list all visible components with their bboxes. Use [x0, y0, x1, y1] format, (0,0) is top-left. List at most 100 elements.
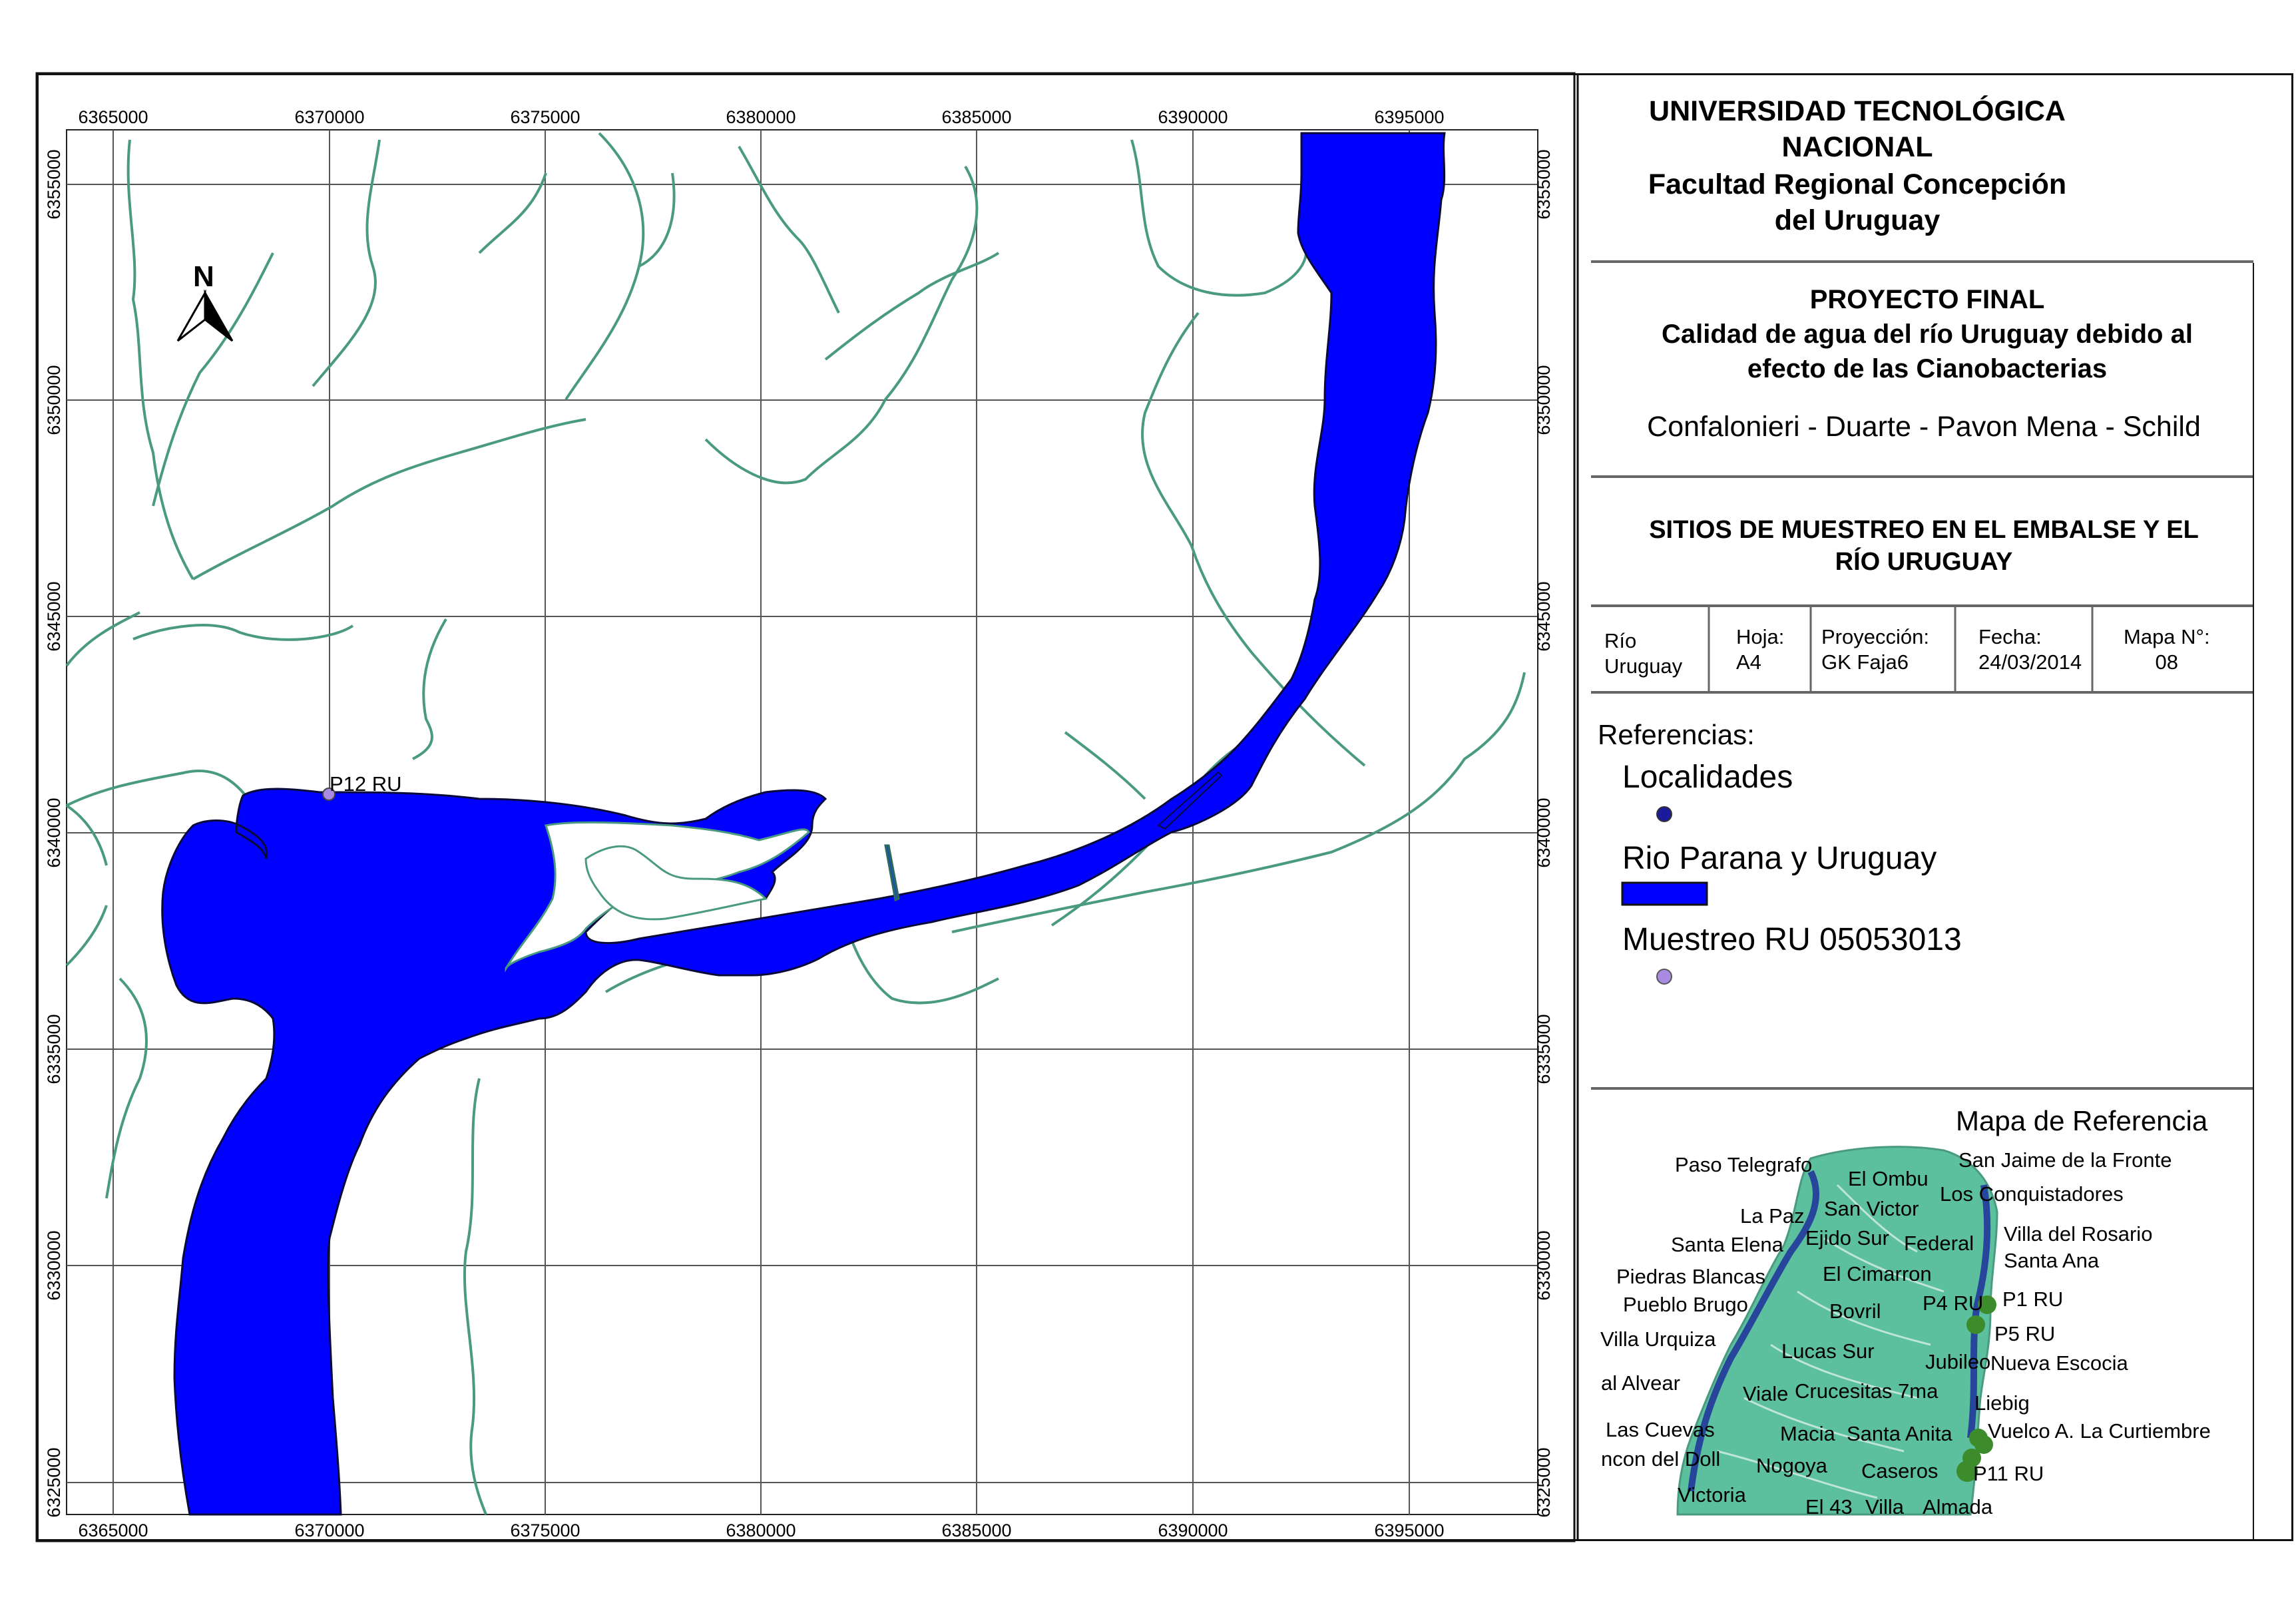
- reference-map-title: Mapa de Referencia: [1956, 1105, 2208, 1136]
- north-label: N: [193, 260, 214, 293]
- svg-text:Paso Telegrafo: Paso Telegrafo: [1675, 1153, 1812, 1176]
- svg-text:6330000: 6330000: [44, 1230, 64, 1300]
- map-panel-border: [35, 72, 1576, 1542]
- project-title: PROYECTO FINAL Calidad de agua del río U…: [1551, 282, 2296, 386]
- x-tick-labels-top: 6365000 6370000 6375000 6380000 6385000 …: [78, 107, 1444, 127]
- svg-text:Los Conquistadores: Los Conquistadores: [1940, 1182, 2124, 1206]
- svg-text:Federal: Federal: [1904, 1232, 1974, 1255]
- svg-text:Macia: Macia: [1780, 1422, 1835, 1445]
- svg-text:P1 RU: P1 RU: [2002, 1287, 2063, 1311]
- y-tick-labels-right: 6355000 6350000 6345000 6340000 6335000 …: [1534, 149, 1554, 1517]
- info-mapa: Mapa N°: 08: [2124, 624, 2210, 675]
- svg-text:Victoria: Victoria: [1678, 1483, 1747, 1507]
- svg-text:6380000: 6380000: [726, 107, 796, 127]
- svg-text:6385000: 6385000: [941, 1520, 1011, 1540]
- svg-text:Pueblo Brugo: Pueblo Brugo: [1623, 1293, 1748, 1316]
- svg-text:Santa Ana: Santa Ana: [2004, 1249, 2100, 1272]
- svg-text:6370000: 6370000: [294, 1520, 364, 1540]
- institution-line2: NACIONAL: [1781, 131, 1933, 163]
- creek-inlet: [884, 844, 900, 902]
- sample-point-p12-ru[interactable]: [322, 788, 336, 801]
- svg-text:El Cimarron: El Cimarron: [1823, 1262, 1932, 1285]
- faculty-line1: Facultad Regional Concepción: [1648, 168, 2067, 200]
- fecha-value: 24/03/2014: [1978, 650, 2082, 674]
- svg-text:P11 RU: P11 RU: [1973, 1462, 2044, 1485]
- faculty-line2: del Uruguay: [1774, 204, 1941, 236]
- legend-item-rivers: Rio Parana y Uruguay: [1622, 841, 1937, 876]
- legend-item-localidades: Localidades: [1622, 760, 1793, 795]
- info-region-line2: Uruguay: [1604, 654, 1683, 678]
- svg-text:Lucas Sur: Lucas Sur: [1781, 1339, 1875, 1363]
- map-data-frame: [66, 129, 1538, 1515]
- svg-text:6390000: 6390000: [1158, 1520, 1228, 1540]
- svg-text:Almada: Almada: [1923, 1495, 1993, 1518]
- svg-text:El 43: El 43: [1805, 1495, 1853, 1518]
- info-region-line1: Río: [1604, 629, 1637, 652]
- svg-text:Crucesitas 7ma: Crucesitas 7ma: [1795, 1379, 1939, 1403]
- streams: [65, 132, 1526, 1515]
- reservoir-arm-land: [584, 845, 768, 921]
- svg-text:6325000: 6325000: [44, 1447, 64, 1517]
- svg-text:6335000: 6335000: [1534, 1014, 1554, 1084]
- svg-text:6340000: 6340000: [1534, 798, 1554, 867]
- svg-text:6365000: 6365000: [78, 1520, 148, 1540]
- svg-text:San Victor: San Victor: [1824, 1197, 1919, 1220]
- svg-text:Viale: Viale: [1743, 1382, 1788, 1405]
- project-line1: PROYECTO FINAL: [1809, 285, 2045, 314]
- svg-text:Caseros: Caseros: [1861, 1459, 1938, 1483]
- svg-text:Santa Elena: Santa Elena: [1671, 1233, 1784, 1256]
- proj-value: GK Faja6: [1821, 650, 1909, 674]
- project-line2: Calidad de agua del río Uruguay debido a…: [1662, 320, 2193, 349]
- legend-heading: Referencias:: [1598, 719, 1755, 750]
- svg-text:6355000: 6355000: [44, 149, 64, 219]
- institution-line1: UNIVERSIDAD TECNOLÓGICA: [1649, 95, 2066, 127]
- river-channel-strip: [1157, 771, 1223, 830]
- title-block-lines: [1576, 73, 2254, 1541]
- svg-text:Las Cuevas: Las Cuevas: [1606, 1418, 1715, 1441]
- institution-title: UNIVERSIDAD TECNOLÓGICA NACIONAL: [1494, 93, 2220, 165]
- info-hoja: Hoja: A4: [1736, 624, 1784, 675]
- hoja-value: A4: [1736, 650, 1761, 674]
- north-arrow-icon: N: [176, 260, 234, 342]
- svg-text:al Alvear: al Alvear: [1601, 1371, 1680, 1395]
- svg-text:Nueva Escocia: Nueva Escocia: [1990, 1351, 2129, 1375]
- svg-text:6380000: 6380000: [726, 1520, 796, 1540]
- svg-text:Villa del Rosario: Villa del Rosario: [2004, 1222, 2152, 1246]
- info-fecha: Fecha: 24/03/2014: [1978, 624, 2082, 675]
- svg-text:6395000: 6395000: [1374, 107, 1444, 127]
- mapa-value: 08: [2155, 650, 2179, 674]
- svg-text:P4 RU: P4 RU: [1923, 1291, 1983, 1315]
- svg-text:6385000: 6385000: [941, 107, 1011, 127]
- svg-text:Santa Anita: Santa Anita: [1847, 1422, 1952, 1445]
- map-title-line1: SITIOS DE MUESTREO EN EL EMBALSE Y EL: [1649, 516, 2199, 544]
- svg-text:Ejido Sur: Ejido Sur: [1805, 1226, 1889, 1250]
- svg-text:Villa: Villa: [1865, 1495, 1905, 1518]
- svg-text:6345000: 6345000: [44, 581, 64, 651]
- legend-item-sample: Muestreo RU 05053013: [1622, 922, 1962, 957]
- svg-text:ncon del Doll: ncon del Doll: [1601, 1447, 1720, 1471]
- svg-text:6375000: 6375000: [510, 1520, 580, 1540]
- reference-map-labels: Paso Telegrafo San Jaime de la Fronte El…: [1600, 1148, 2211, 1518]
- svg-text:6365000: 6365000: [78, 107, 148, 127]
- svg-text:6370000: 6370000: [294, 107, 364, 127]
- svg-text:Jubileo: Jubileo: [1925, 1350, 1990, 1373]
- svg-text:6345000: 6345000: [1534, 581, 1554, 651]
- svg-text:Vuelco A. La Curtiembre: Vuelco A. La Curtiembre: [1988, 1419, 2211, 1443]
- project-line3: efecto de las Cianobacterias: [1747, 354, 2108, 383]
- info-proyeccion: Proyección: GK Faja6: [1821, 624, 1929, 675]
- legend-sample-symbol: [1656, 969, 1672, 985]
- sample-point-label: P12 RU: [330, 772, 402, 796]
- svg-text:6390000: 6390000: [1158, 107, 1228, 127]
- svg-text:P5 RU: P5 RU: [1994, 1322, 2055, 1345]
- svg-text:6330000: 6330000: [1534, 1230, 1554, 1300]
- svg-text:6325000: 6325000: [1534, 1447, 1554, 1517]
- faculty-title: Facultad Regional Concepción del Uruguay: [1494, 166, 2220, 238]
- proj-label: Proyección:: [1821, 625, 1929, 648]
- svg-text:Liebig: Liebig: [1974, 1391, 2030, 1415]
- svg-text:6340000: 6340000: [44, 798, 64, 867]
- map-title-line2: RÍO URUGUAY: [1835, 548, 2013, 576]
- svg-text:6395000: 6395000: [1374, 1520, 1444, 1540]
- svg-text:6375000: 6375000: [510, 107, 580, 127]
- svg-text:Piedras Blancas: Piedras Blancas: [1616, 1265, 1765, 1288]
